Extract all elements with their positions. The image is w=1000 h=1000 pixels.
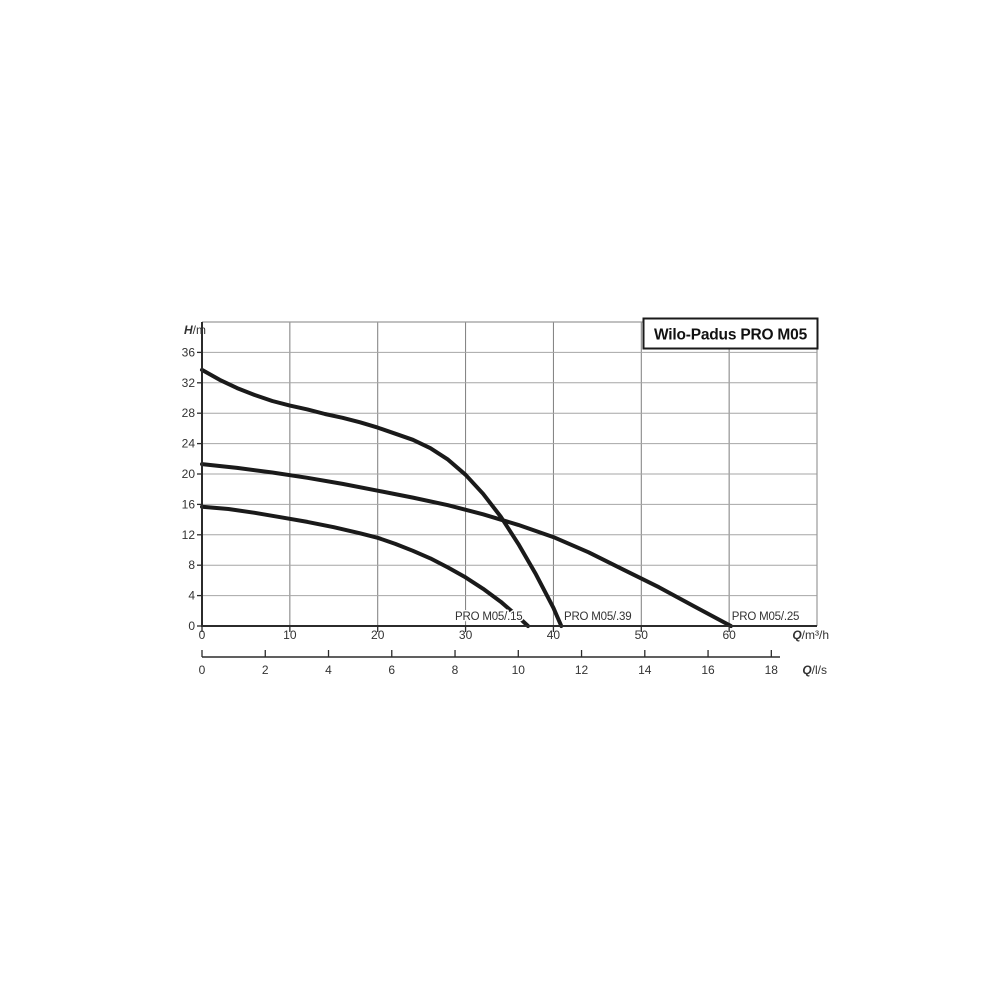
curve-label-pro-m05-39: PRO M05/.39 <box>564 611 631 623</box>
curve-label-pro-m05-15: PRO M05/.15 <box>455 611 522 623</box>
y-axis-tick-label: 32 <box>182 376 196 390</box>
x-axis-tick-label: 50 <box>635 628 649 642</box>
secondary-axis-unit-label: Q/l/s <box>802 663 827 677</box>
secondary-axis-tick-label: 12 <box>575 663 589 677</box>
y-axis-tick-label: 16 <box>182 497 196 511</box>
x-axis-tick-label: 30 <box>459 628 473 642</box>
y-axis-tick-label: 0 <box>188 619 195 633</box>
curve-label-pro-m05-25: PRO M05/.25 <box>732 611 799 623</box>
x-axis-tick-label: 60 <box>722 628 736 642</box>
pump-curves <box>200 367 733 628</box>
y-axis-tick-label: 12 <box>182 528 196 542</box>
y-axis-tick-label: 28 <box>182 406 196 420</box>
y-axis-tick-label: 36 <box>182 345 196 359</box>
x-axis-tick-label: 20 <box>371 628 385 642</box>
secondary-axis-tick-label: 14 <box>638 663 652 677</box>
y-axis-tick-label: 20 <box>182 467 196 481</box>
axes: 0 10 20 30 40 50 6004812162024283236H/mQ/m³/hQ… <box>182 322 829 677</box>
x-axis-tick-label: 40 <box>547 628 561 642</box>
secondary-axis-tick-label: 0 <box>199 663 206 677</box>
curve-pro-m05-39 <box>200 367 564 628</box>
y-axis-tick-label: 8 <box>188 558 195 572</box>
chart-title-box: Wilo-Padus PRO M05 <box>642 317 819 350</box>
x-axis-tick-label: 0 <box>199 628 206 642</box>
curve-pro-m05-15 <box>200 504 530 628</box>
secondary-x-axis: 0 2 4 6 8 10 12 14 16 18 <box>199 650 780 677</box>
gridlines <box>202 322 817 626</box>
curve-pro-m05-25 <box>200 462 733 628</box>
chart-title: Wilo-Padus PRO M05 <box>654 327 808 344</box>
x-axis-tick-label: 10 <box>283 628 297 642</box>
y-axis-tick-label: 24 <box>182 437 196 451</box>
secondary-axis-tick-label: 10 <box>512 663 526 677</box>
chart-title-border <box>642 317 819 350</box>
x-axis-unit-label: Q/m³/h <box>792 628 829 642</box>
secondary-axis-tick-label: 16 <box>701 663 715 677</box>
secondary-axis-tick-label: 8 <box>452 663 459 677</box>
secondary-axis-tick-label: 2 <box>262 663 269 677</box>
secondary-axis-tick-label: 4 <box>325 663 332 677</box>
y-axis-tick-label: 4 <box>188 589 195 603</box>
y-axis-unit-label: H/m <box>184 323 206 337</box>
curve-labels: PRO M05/.39 PRO M05/.25 PRO M05/.15 <box>454 609 801 624</box>
secondary-axis-tick-label: 6 <box>388 663 395 677</box>
secondary-axis-tick-label: 18 <box>765 663 779 677</box>
